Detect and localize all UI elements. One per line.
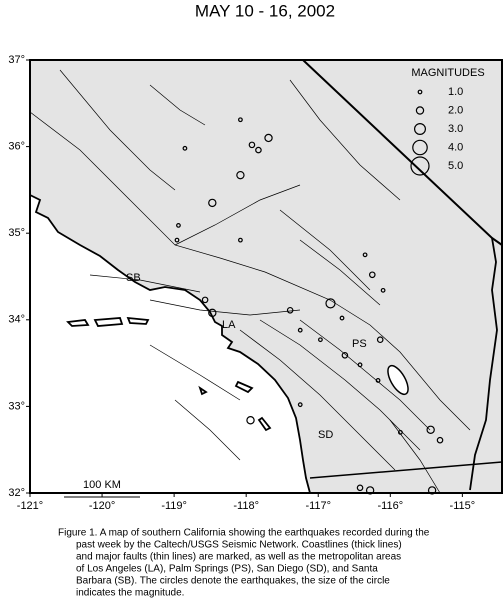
- y-tick-label: 34°: [8, 314, 25, 326]
- y-tick-label: 32°: [8, 487, 25, 499]
- faults: [29, 69, 471, 494]
- earthquake: [325, 298, 336, 309]
- caption-line: indicates the magnitude.: [76, 588, 184, 599]
- caption-line: of Los Angeles (LA), Palm Springs (PS), …: [76, 564, 378, 575]
- legend-title: MAGNITUDES: [411, 67, 484, 79]
- x-tick-label: -118°: [233, 500, 259, 512]
- legend-label: 2.0: [448, 104, 463, 116]
- x-tick-label: -116°: [378, 500, 404, 512]
- colorado-river: [469, 237, 498, 491]
- mexico-border: [309, 461, 503, 479]
- earthquake: [357, 362, 363, 368]
- legend-label: 1.0: [448, 86, 463, 98]
- legend-circle: [415, 106, 425, 115]
- scale-label: 100 KM: [83, 479, 121, 491]
- earthquake: [174, 237, 180, 243]
- earthquake: [362, 252, 368, 258]
- place-label: LA: [222, 319, 236, 331]
- ocean: [30, 195, 310, 493]
- earthquake: [201, 296, 209, 304]
- legend-label: 3.0: [448, 123, 463, 135]
- earthquake: [341, 352, 349, 359]
- x-tick-label: -120°: [89, 500, 115, 512]
- place-label: SD: [318, 429, 333, 441]
- x-tick-label: -117°: [305, 500, 331, 512]
- earthquake: [368, 271, 376, 279]
- legend-circle: [417, 89, 423, 95]
- y-tick-label: 33°: [8, 400, 25, 412]
- earthquake: [356, 484, 364, 492]
- earthquake: [426, 425, 435, 434]
- earthquake: [238, 237, 243, 243]
- earthquake: [397, 429, 403, 435]
- earthquake: [255, 146, 262, 154]
- earthquake: [238, 117, 243, 123]
- earthquake: [182, 145, 188, 151]
- earthquake: [176, 223, 181, 228]
- caption-line: and major faults (thin lines) are marked…: [76, 552, 401, 563]
- place-label: PS: [352, 338, 367, 350]
- legend-label: 4.0: [448, 141, 463, 153]
- y-tick-label: 36°: [8, 141, 25, 153]
- earthquake: [376, 336, 384, 344]
- legend-circle: [414, 122, 427, 135]
- earthquake: [297, 327, 303, 333]
- caption-line: Figure 1. A map of southern California s…: [58, 528, 430, 539]
- x-tick-label: -119°: [161, 500, 187, 512]
- earthquake: [208, 198, 217, 208]
- earthquake: [375, 378, 381, 383]
- earthquake: [236, 170, 245, 180]
- caption-line: Barbara (SB). The circles denote the ear…: [76, 576, 390, 587]
- earthquake: [246, 416, 255, 425]
- x-tick-label: -121°: [17, 500, 43, 512]
- place-label: SB: [126, 272, 141, 284]
- earthquake: [264, 133, 273, 143]
- earthquake: [318, 337, 323, 343]
- legend-circle: [410, 156, 430, 176]
- legend-label: 5.0: [448, 160, 463, 172]
- y-tick-label: 35°: [8, 227, 25, 239]
- earthquake: [436, 436, 444, 444]
- earthquake: [339, 315, 345, 321]
- legend-circle: [412, 139, 428, 156]
- salton-sea: [387, 364, 409, 396]
- map-frame: [29, 59, 503, 494]
- earthquake: [297, 402, 303, 408]
- y-tick-label: 37°: [8, 54, 25, 66]
- earthquake: [427, 486, 437, 495]
- earthquake: [248, 141, 256, 149]
- islands: [66, 316, 272, 432]
- earthquake: [208, 308, 217, 318]
- map-title: MAY 10 - 16, 2002: [195, 1, 335, 20]
- caption-line: past week by the Caltech/USGS Seismic Ne…: [76, 540, 402, 551]
- earthquake: [380, 287, 386, 293]
- earthquake: [365, 486, 375, 495]
- earthquake: [286, 306, 294, 314]
- x-tick-label: -115°: [450, 500, 476, 512]
